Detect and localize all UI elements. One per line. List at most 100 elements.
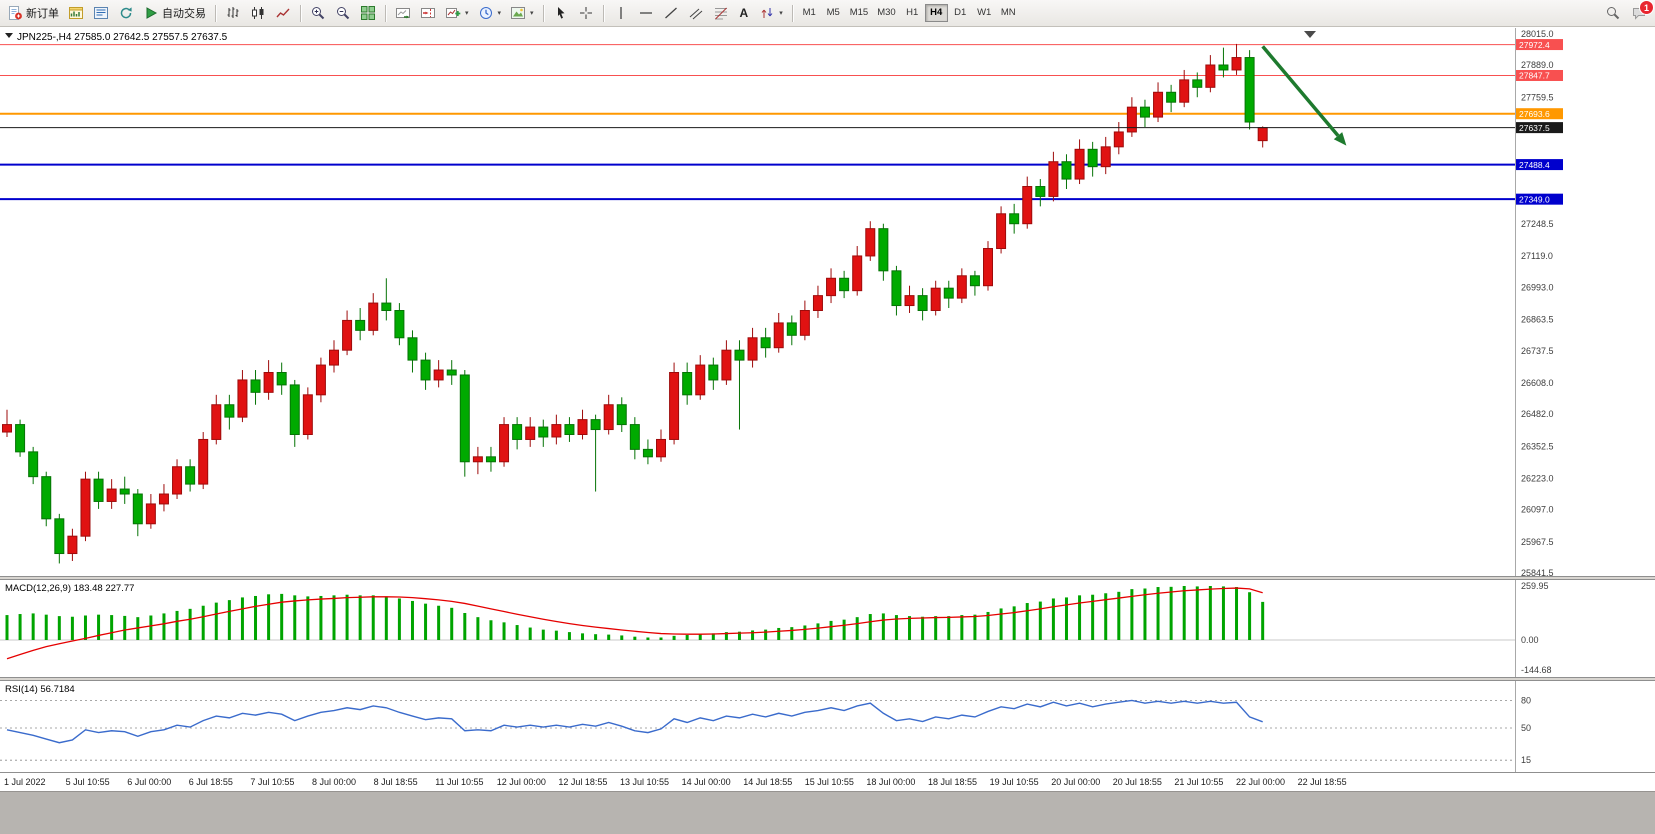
price-axis[interactable]: 28015.0 27889.0 27759.5 27248.5 27119.0 26993… xyxy=(1521,29,1554,578)
timeframe-m1-button[interactable]: M1 xyxy=(798,4,821,22)
svg-text:27759.5: 27759.5 xyxy=(1521,92,1554,102)
cursor-tool-button[interactable] xyxy=(549,3,573,24)
timeframe-h1-button[interactable]: H1 xyxy=(901,4,924,22)
periods-button[interactable]: ▾ xyxy=(474,3,506,24)
time-axis[interactable]: 1 Jul 2022 5 Jul 10:55 6 Jul 00:00 6 Jul 18… xyxy=(0,772,1655,791)
candle-body xyxy=(54,518,65,555)
chart-shift-button[interactable] xyxy=(416,3,440,24)
candle-body xyxy=(342,319,353,351)
panel-divider[interactable] xyxy=(0,677,1655,681)
vertical-line-tool-button[interactable] xyxy=(609,3,633,24)
price-chart-panel[interactable]: 28015.0 27889.0 27759.5 27248.5 27119.0 26993… xyxy=(0,28,1655,578)
chevron-down-icon: ▾ xyxy=(465,10,469,17)
candle-body xyxy=(564,424,575,435)
candle-body xyxy=(198,438,209,485)
price-level-badge: 27693.6 xyxy=(1516,108,1563,120)
candle-body xyxy=(1009,213,1020,225)
timeframe-m30-button[interactable]: M30 xyxy=(873,4,899,22)
arrows-tool-button[interactable]: ▾ xyxy=(755,3,787,24)
channel-tool-button[interactable] xyxy=(684,3,708,24)
candle-body xyxy=(839,277,850,292)
vertical-line-icon xyxy=(619,7,622,19)
candle-body xyxy=(106,488,117,502)
price-chart[interactable]: 28015.0 27889.0 27759.5 27248.5 27119.0 26993… xyxy=(0,28,1655,578)
timeframe-w1-button[interactable]: W1 xyxy=(973,4,996,22)
horizontal-line-tool-button[interactable] xyxy=(634,3,658,24)
candle-body xyxy=(616,404,627,426)
time-axis-label: 12 Jul 18:55 xyxy=(558,777,608,787)
notifications-button[interactable]: 1 xyxy=(1626,0,1654,24)
macd-chart[interactable]: 259.95 0.00 -144.68 MACD(12,26,9) 183.48 22… xyxy=(0,580,1655,677)
candle-body xyxy=(433,369,444,381)
zoom-in-icon xyxy=(312,7,325,20)
timeframe-h4-button[interactable]: H4 xyxy=(924,4,948,22)
svg-text:28015.0: 28015.0 xyxy=(1521,29,1554,39)
indicators-button[interactable]: ▾ xyxy=(441,3,473,24)
svg-text:27119.0: 27119.0 xyxy=(1521,251,1553,261)
candle-body xyxy=(708,364,719,381)
macd-label: MACD(12,26,9) 183.48 227.77 xyxy=(5,583,134,594)
trendline-icon xyxy=(664,7,677,19)
crosshair-tool-button[interactable] xyxy=(574,3,598,24)
rsi-indicator-panel[interactable]: 80 50 15 RSI(14) 56.7184 xyxy=(0,681,1655,772)
tile-windows-icon xyxy=(361,6,375,20)
templates-button[interactable]: ▾ xyxy=(506,3,538,24)
candle-body xyxy=(1048,161,1059,197)
line-chart-button[interactable] xyxy=(271,3,295,24)
candle-body xyxy=(158,493,169,505)
time-axis-label: 20 Jul 00:00 xyxy=(1051,777,1101,787)
toolbar-separator xyxy=(791,4,793,22)
timeframe-mn-button[interactable]: MN xyxy=(997,4,1020,22)
template-icon xyxy=(511,7,526,19)
trend-arrow-annotation[interactable] xyxy=(1261,45,1347,146)
svg-text:27972.4: 27972.4 xyxy=(1519,40,1550,50)
candle-chart-button[interactable] xyxy=(246,3,270,24)
clock-icon xyxy=(479,7,492,19)
candle-body xyxy=(891,270,902,307)
panel-divider[interactable] xyxy=(0,576,1655,580)
candle-body xyxy=(1074,148,1085,180)
timeframe-m15-button[interactable]: M15 xyxy=(846,4,872,22)
bar-chart-button[interactable] xyxy=(221,3,245,24)
refresh-button[interactable] xyxy=(114,3,138,24)
time-axis-label: 8 Jul 00:00 xyxy=(312,777,357,787)
candle-body xyxy=(930,287,941,312)
time-axis-label: 14 Jul 00:00 xyxy=(681,777,731,787)
search-button[interactable] xyxy=(1601,3,1625,24)
candle-body xyxy=(917,295,928,312)
chart-shift-marker[interactable] xyxy=(1304,31,1316,38)
macd-indicator-panel[interactable]: 259.95 0.00 -144.68 MACD(12,26,9) 183.48 22… xyxy=(0,580,1655,677)
new-chart-button[interactable] xyxy=(64,3,88,24)
market-watch-button[interactable] xyxy=(89,3,113,24)
toolbar-separator xyxy=(385,4,386,22)
market-watch-icon xyxy=(94,7,108,19)
timeframe-m5-button[interactable]: M5 xyxy=(822,4,845,22)
fibonacci-tool-button[interactable] xyxy=(709,3,733,24)
auto-trading-icon xyxy=(146,7,158,19)
new-order-button[interactable]: 新订单 xyxy=(3,3,63,24)
timeframe-d1-button[interactable]: D1 xyxy=(949,4,972,22)
zoom-out-button[interactable] xyxy=(331,3,355,24)
macd-histogram xyxy=(5,585,1265,640)
arrows-icon xyxy=(761,8,773,18)
candle-body xyxy=(551,424,562,438)
auto-scroll-button[interactable] xyxy=(391,3,415,24)
zoom-in-button[interactable] xyxy=(306,3,330,24)
candles[interactable] xyxy=(2,43,1268,564)
candle-body xyxy=(93,478,104,502)
auto-trading-label: 自动交易 xyxy=(162,8,206,20)
symbol-dropdown-icon[interactable] xyxy=(5,33,13,38)
candle-body xyxy=(329,349,339,366)
candle-body xyxy=(642,448,653,458)
candle-body xyxy=(1192,79,1203,88)
auto-trading-button[interactable]: 自动交易 xyxy=(139,3,210,24)
candle-body xyxy=(368,302,379,331)
candle-body xyxy=(577,419,588,435)
svg-text:26352.5: 26352.5 xyxy=(1521,441,1554,451)
candle-body xyxy=(1126,106,1137,133)
trendline-tool-button[interactable] xyxy=(659,3,683,24)
rsi-chart[interactable]: 80 50 15 RSI(14) 56.7184 xyxy=(0,681,1655,772)
text-tool-button[interactable]: A xyxy=(734,3,755,24)
toolbar-separator xyxy=(602,4,604,22)
tile-windows-button[interactable] xyxy=(356,3,380,24)
